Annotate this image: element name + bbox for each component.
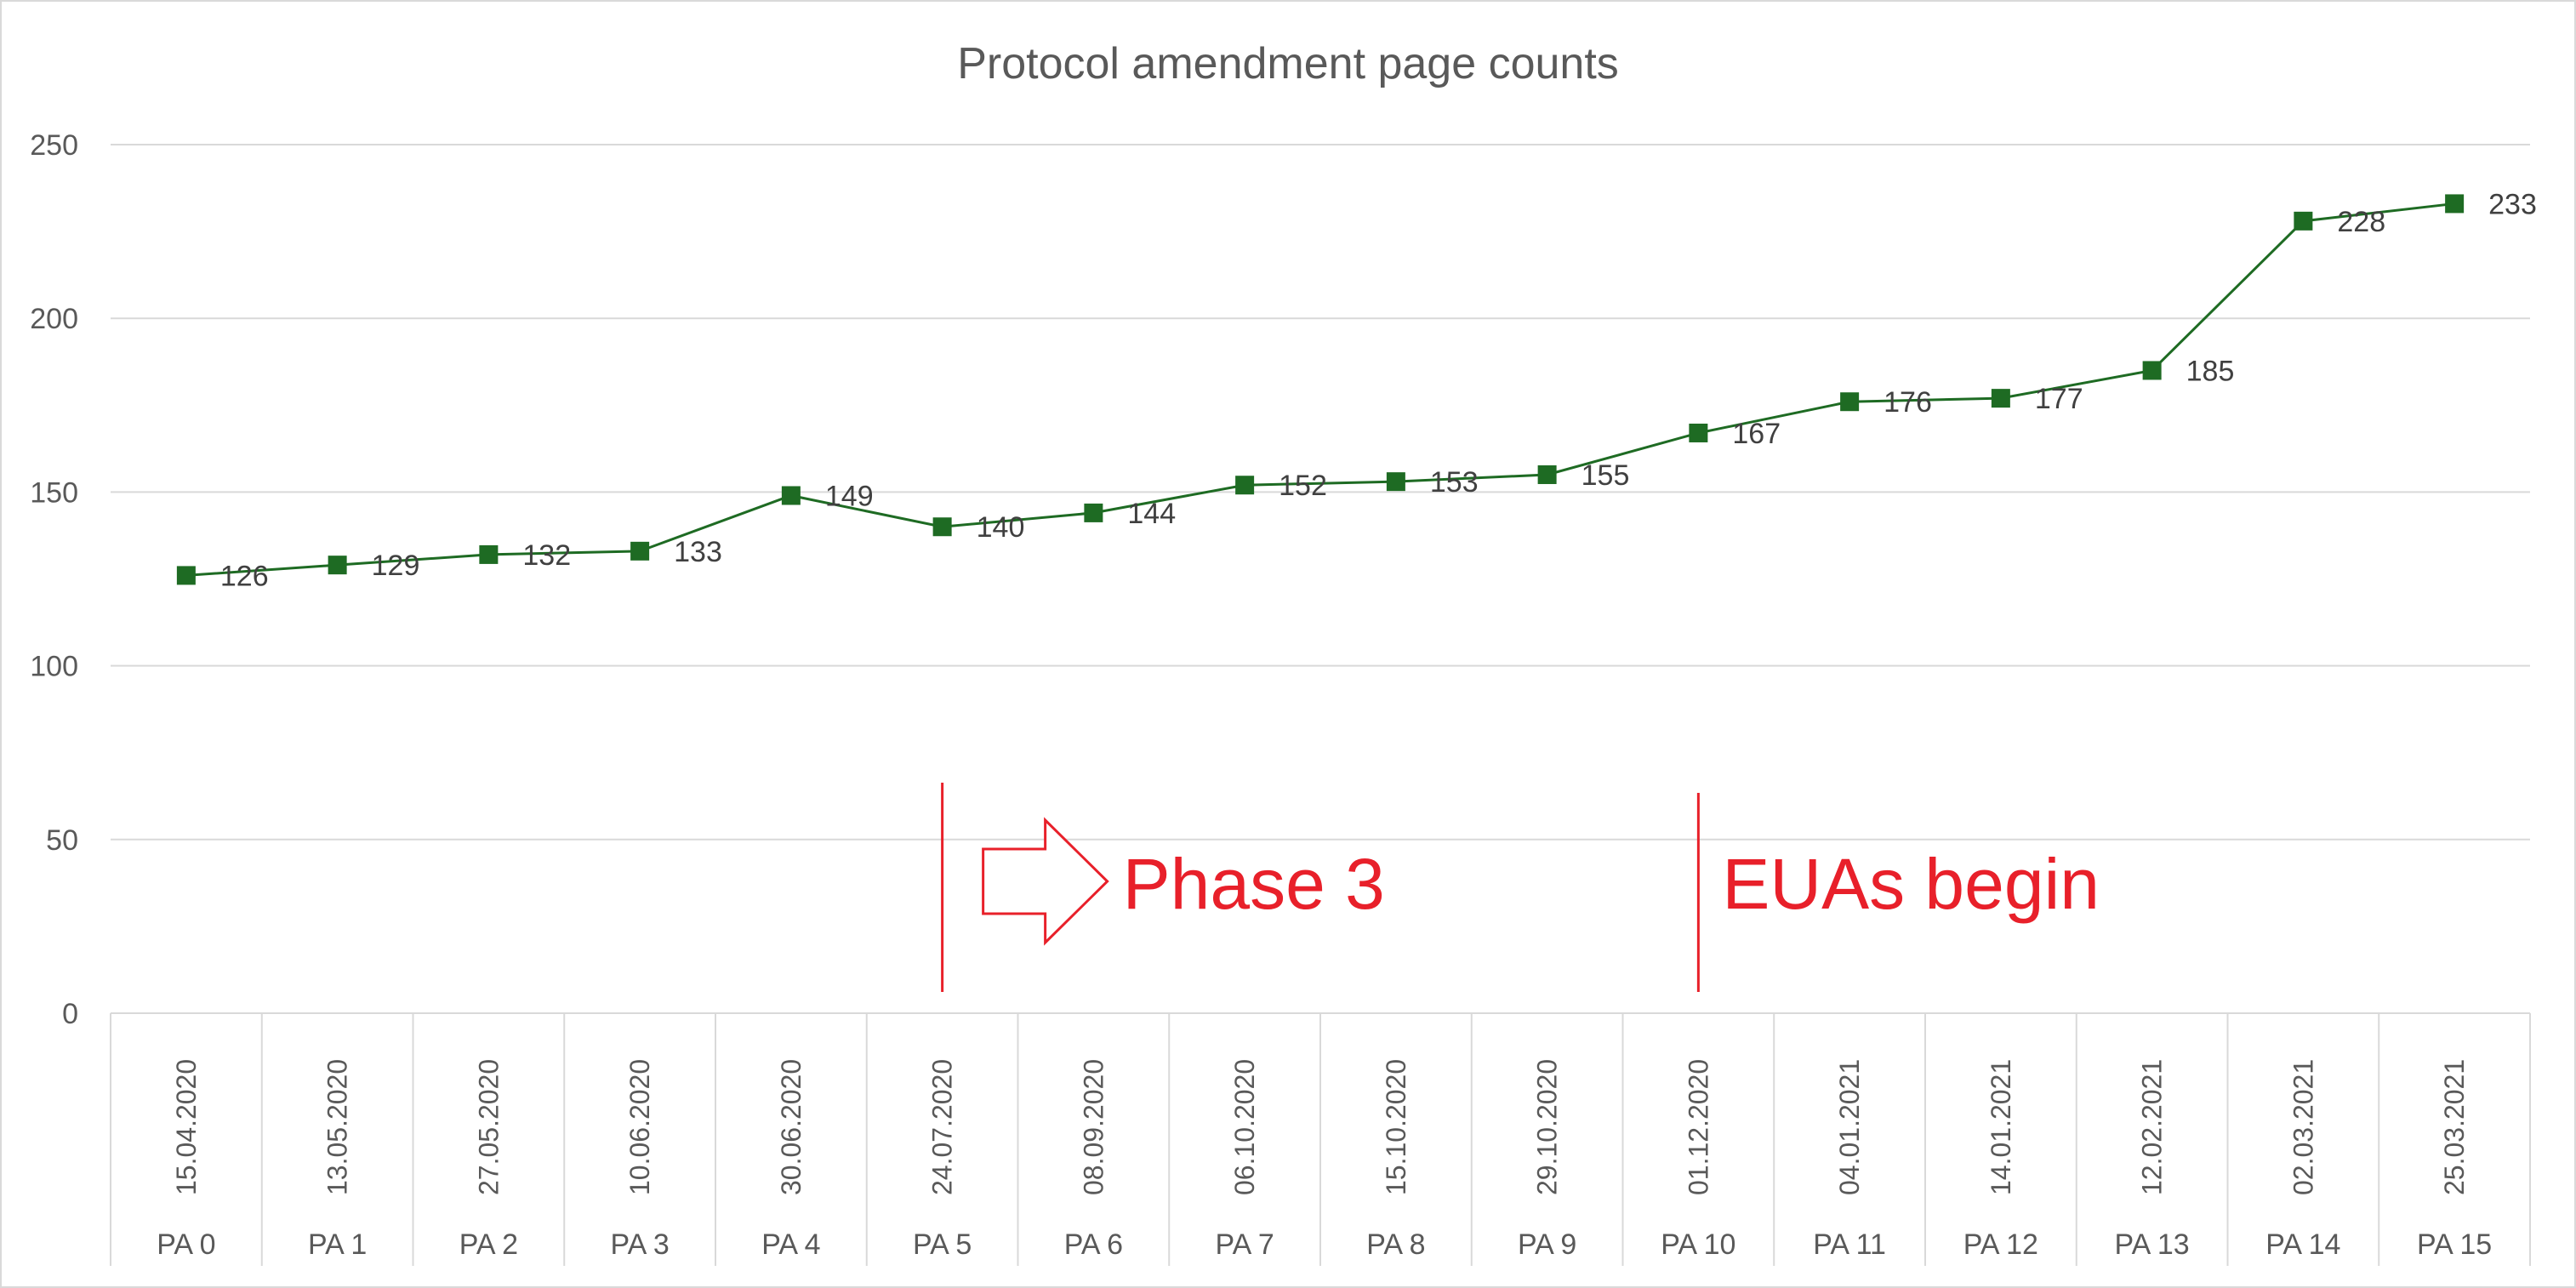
data-point (781, 486, 801, 505)
data-label: 144 (1127, 498, 1176, 530)
data-label: 177 (2035, 383, 2083, 415)
data-label: 176 (1884, 386, 1932, 419)
y-tick-label-50: 50 (46, 824, 78, 857)
y-tick-label-150: 150 (30, 476, 78, 509)
x-date-label: 06.10.2020 (1229, 1059, 1260, 1195)
data-point (1840, 392, 1860, 412)
data-label: 228 (2337, 206, 2385, 238)
x-category-label: PA 1 (308, 1228, 367, 1261)
data-label: 140 (977, 511, 1025, 544)
data-label-layer: 126 129 132 133 149 140 144 152 153 155 167 176 177 1… (220, 188, 2537, 592)
data-point (1386, 472, 1405, 492)
x-date-label: 04.01.2021 (1834, 1059, 1865, 1195)
axis-layer: 0 50 100 150 200 250 15.04.2020 PA 0 13.05.2020 P… (30, 129, 2531, 1266)
x-category-label: PA 8 (1366, 1228, 1425, 1261)
x-category-label: PA 4 (761, 1228, 820, 1261)
x-date-label: 08.09.2020 (1078, 1059, 1108, 1195)
series-layer (176, 194, 2465, 585)
data-point (2294, 211, 2313, 231)
x-category-label: PA 15 (2417, 1228, 2492, 1261)
x-date-label: 01.12.2020 (1683, 1059, 1713, 1195)
data-point (932, 517, 952, 537)
data-label: 133 (674, 536, 722, 568)
data-label: 126 (220, 560, 269, 592)
data-label: 149 (825, 480, 874, 512)
y-tick-label-100: 100 (30, 651, 78, 683)
annotation-label: Phase 3 (1123, 844, 1385, 924)
x-date-label: 30.06.2020 (776, 1059, 806, 1195)
data-point (1235, 476, 1255, 495)
x-category-label: PA 0 (157, 1228, 215, 1261)
x-category-label: PA 5 (913, 1228, 972, 1261)
data-label: 233 (2488, 188, 2537, 220)
x-date-label: 15.04.2020 (171, 1059, 202, 1195)
x-date-label: 24.07.2020 (927, 1059, 958, 1195)
annotation-layer: Phase 3 EUAs begin (941, 783, 2100, 992)
grid-layer (111, 144, 2530, 1014)
x-category-label: PA 2 (459, 1228, 518, 1261)
x-date-label: 02.03.2021 (2288, 1059, 2318, 1195)
x-date-label: 13.05.2020 (322, 1059, 353, 1195)
data-label: 152 (1279, 470, 1327, 502)
x-category-label: PA 3 (610, 1228, 669, 1261)
data-point (1537, 464, 1557, 484)
x-category-label: PA 14 (2265, 1228, 2340, 1261)
data-point (2445, 194, 2465, 214)
data-label: 185 (2186, 355, 2235, 387)
annotation-arrow-icon (982, 817, 1109, 946)
data-label: 153 (1430, 466, 1479, 499)
x-date-label: 12.02.2021 (2137, 1059, 2168, 1195)
data-label: 129 (372, 550, 420, 582)
data-point (328, 556, 347, 575)
data-point (1689, 423, 1708, 442)
x-category-label: PA 6 (1064, 1228, 1123, 1261)
x-category-label: PA 13 (2115, 1228, 2190, 1261)
data-point (479, 544, 499, 564)
data-label: 167 (1732, 418, 1781, 450)
x-category-label: PA 10 (1661, 1228, 1735, 1261)
data-point (176, 566, 196, 585)
x-date-label: 29.10.2020 (1532, 1059, 1563, 1195)
x-date-label: 15.10.2020 (1381, 1059, 1411, 1195)
data-point (1084, 503, 1103, 522)
x-category-label: PA 11 (1813, 1228, 1886, 1261)
data-point (2142, 361, 2162, 380)
x-date-label: 10.06.2020 (624, 1059, 655, 1195)
annotation-label: EUAs begin (1722, 844, 2100, 924)
chart-title: Protocol amendment page counts (957, 39, 1619, 88)
x-category-label: PA 9 (1518, 1228, 1576, 1261)
data-point (630, 541, 650, 561)
y-tick-label-250: 250 (30, 129, 78, 162)
x-date-label: 27.05.2020 (473, 1059, 504, 1195)
series-line (185, 202, 2455, 577)
data-label: 155 (1582, 459, 1630, 492)
y-tick-label-200: 200 (30, 303, 78, 335)
data-label: 132 (522, 539, 571, 572)
x-date-label: 25.03.2021 (2439, 1059, 2470, 1195)
data-point (1991, 389, 2010, 408)
x-category-label: PA 12 (1963, 1228, 2038, 1261)
x-date-label: 14.01.2021 (1986, 1059, 2016, 1195)
y-tick-label-0: 0 (62, 998, 78, 1030)
x-category-label: PA 7 (1215, 1228, 1274, 1261)
